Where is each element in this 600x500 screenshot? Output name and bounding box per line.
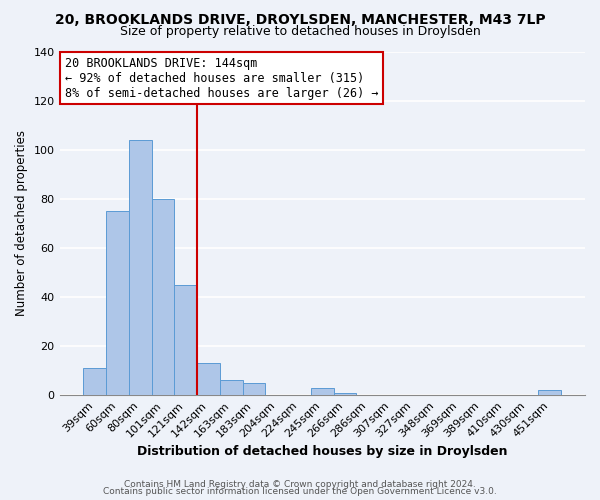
Bar: [220, 380, 242, 395]
Bar: [334, 392, 356, 395]
Bar: [242, 383, 265, 395]
Bar: [129, 140, 152, 395]
Bar: [311, 388, 334, 395]
Bar: [152, 199, 175, 395]
Bar: [538, 390, 561, 395]
Text: 20 BROOKLANDS DRIVE: 144sqm
← 92% of detached houses are smaller (315)
8% of sem: 20 BROOKLANDS DRIVE: 144sqm ← 92% of det…: [65, 56, 378, 100]
Bar: [175, 284, 197, 395]
Text: Size of property relative to detached houses in Droylsden: Size of property relative to detached ho…: [119, 25, 481, 38]
Text: Contains HM Land Registry data © Crown copyright and database right 2024.: Contains HM Land Registry data © Crown c…: [124, 480, 476, 489]
Bar: [197, 363, 220, 395]
Bar: [83, 368, 106, 395]
Bar: [106, 211, 129, 395]
Y-axis label: Number of detached properties: Number of detached properties: [15, 130, 28, 316]
Text: Contains public sector information licensed under the Open Government Licence v3: Contains public sector information licen…: [103, 487, 497, 496]
X-axis label: Distribution of detached houses by size in Droylsden: Distribution of detached houses by size …: [137, 444, 508, 458]
Text: 20, BROOKLANDS DRIVE, DROYLSDEN, MANCHESTER, M43 7LP: 20, BROOKLANDS DRIVE, DROYLSDEN, MANCHES…: [55, 12, 545, 26]
